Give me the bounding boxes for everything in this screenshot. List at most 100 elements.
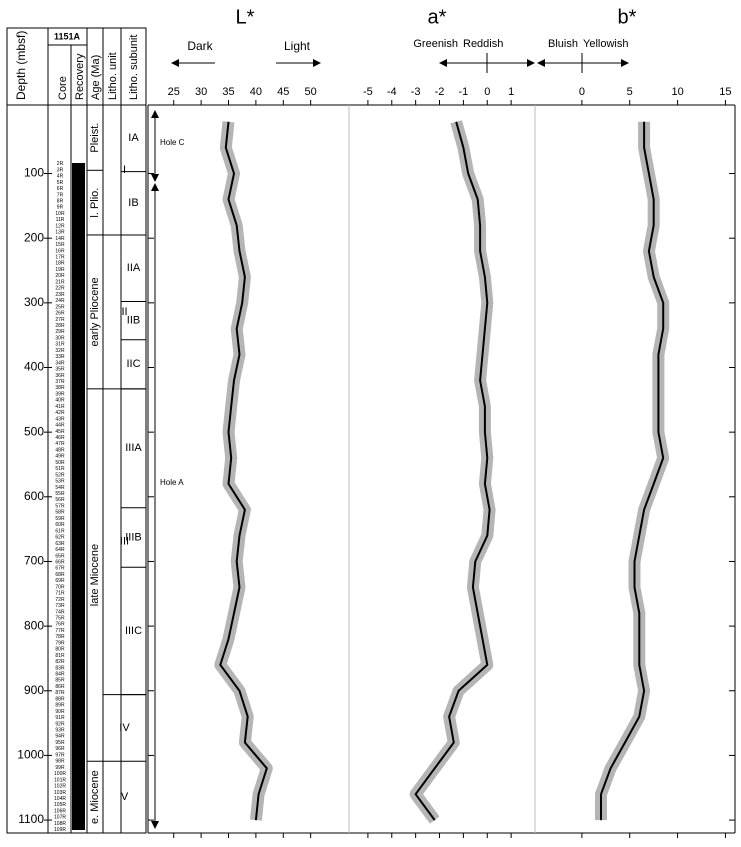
core-label: 51R bbox=[55, 466, 65, 472]
column-frame bbox=[6, 27, 147, 834]
core-label: 89R bbox=[55, 703, 65, 709]
interval-label: Pleist. bbox=[89, 123, 101, 153]
x-tick-label: 1 bbox=[508, 86, 514, 98]
core-label: 86R bbox=[55, 684, 65, 690]
column-header: Core bbox=[57, 76, 69, 100]
core-label: 101R bbox=[54, 777, 66, 783]
core-label: 14R bbox=[55, 236, 65, 242]
core-label: 108R bbox=[54, 821, 66, 827]
core-label: 104R bbox=[54, 796, 66, 802]
interval-label: IA bbox=[128, 132, 139, 144]
y-tick-label: 1000 bbox=[17, 748, 44, 762]
x-tick-label: 0 bbox=[579, 86, 585, 98]
core-label: 73R bbox=[55, 603, 65, 609]
x-tick-label: 45 bbox=[277, 86, 289, 98]
y-tick-label: 100 bbox=[24, 166, 44, 180]
core-label: 106R bbox=[54, 808, 66, 814]
interval-label: l. Plio. bbox=[89, 188, 101, 218]
core-label: 40R bbox=[55, 398, 65, 404]
core-label: 83R bbox=[55, 665, 65, 671]
core-label: 47R bbox=[55, 441, 65, 447]
x-tick-label: 5 bbox=[627, 86, 633, 98]
interval-label: IIIB bbox=[125, 531, 142, 543]
y-tick-label: 1100 bbox=[18, 812, 44, 826]
core-label: 30R bbox=[55, 335, 65, 341]
core-label: 9R bbox=[57, 205, 64, 211]
core-label: 54R bbox=[55, 485, 65, 491]
core-label: 32R bbox=[55, 348, 65, 354]
core-label: 102R bbox=[54, 784, 66, 790]
core-label: 7R bbox=[57, 192, 64, 198]
core-label: 12R bbox=[55, 223, 65, 229]
core-label: 11R bbox=[56, 217, 65, 223]
core-label: 49R bbox=[55, 454, 65, 460]
core-label: 95R bbox=[55, 740, 65, 746]
core-label: 50R bbox=[55, 460, 65, 466]
core-label: 63R bbox=[55, 541, 65, 547]
column-header: Litho. subunit bbox=[128, 35, 140, 100]
core-label: 31R bbox=[55, 342, 65, 348]
core-label: 18R bbox=[55, 261, 65, 267]
core-label: 16R bbox=[55, 248, 65, 254]
core-label: 22R bbox=[55, 286, 65, 292]
core-label: 105R bbox=[54, 802, 66, 808]
core-label: 19R bbox=[55, 267, 65, 273]
core-label: 96R bbox=[55, 746, 65, 752]
direction-label: Bluish bbox=[548, 38, 578, 50]
core-label: 79R bbox=[55, 640, 65, 646]
interval-label: IIC bbox=[126, 358, 140, 370]
core-label: 5R bbox=[57, 180, 64, 186]
core-label: 42R bbox=[55, 410, 65, 416]
interval-label: IIA bbox=[127, 262, 141, 274]
panel-title: L* bbox=[236, 6, 255, 28]
interval-label: IB bbox=[128, 197, 138, 209]
core-label: 69R bbox=[55, 578, 65, 584]
column-header: Depth (mbsf) bbox=[14, 31, 28, 100]
x-tick-label: -5 bbox=[363, 86, 373, 98]
core-label: 68R bbox=[55, 572, 65, 578]
core-label: 41R bbox=[55, 404, 65, 410]
core-label: 82R bbox=[55, 659, 65, 665]
core-label: 4R bbox=[57, 174, 64, 180]
core-label: 97R bbox=[55, 752, 65, 758]
y-tick-label: 600 bbox=[24, 489, 44, 503]
x-tick-label: 10 bbox=[671, 86, 683, 98]
core-label: 99R bbox=[55, 765, 65, 771]
core-label: 60R bbox=[55, 522, 65, 528]
direction-label: Greenish bbox=[413, 38, 458, 50]
direction-label: Dark bbox=[187, 39, 213, 53]
data-line bbox=[600, 121, 665, 821]
core-label: 26R bbox=[55, 311, 65, 317]
interval-label: late Miocene bbox=[89, 544, 101, 606]
core-label: 103R bbox=[54, 790, 66, 796]
core-label: 84R bbox=[55, 672, 65, 678]
core-label: 25R bbox=[55, 304, 65, 310]
core-label: 24R bbox=[55, 298, 65, 304]
data-line bbox=[414, 121, 491, 821]
core-label: 13R bbox=[55, 230, 65, 236]
core-label: 62R bbox=[55, 535, 65, 541]
x-tick-label: 40 bbox=[250, 86, 262, 98]
x-tick-label: -1 bbox=[458, 86, 468, 98]
core-label: 37R bbox=[55, 379, 65, 385]
core-label: 46R bbox=[55, 435, 65, 441]
core-label: 6R bbox=[57, 186, 64, 192]
interval-label: IIB bbox=[127, 315, 140, 327]
direction-label: Reddish bbox=[463, 38, 503, 50]
interval-label: IIIC bbox=[125, 625, 142, 637]
data-envelope bbox=[409, 120, 496, 824]
core-label: 74R bbox=[55, 609, 65, 615]
hole-label: Hole A bbox=[160, 478, 184, 487]
column-header: Recovery bbox=[74, 53, 86, 100]
core-label: 80R bbox=[55, 647, 65, 653]
core-label: 76R bbox=[55, 622, 65, 628]
core-label: 55R bbox=[55, 491, 65, 497]
data-line bbox=[219, 121, 268, 821]
interval-label: IIIA bbox=[125, 442, 142, 454]
x-tick-label: 30 bbox=[195, 86, 207, 98]
direction-label: Light bbox=[284, 39, 311, 53]
interval-label: II bbox=[121, 306, 127, 318]
core-label: 61R bbox=[55, 528, 65, 534]
interval-label: e. Miocene bbox=[89, 770, 101, 824]
